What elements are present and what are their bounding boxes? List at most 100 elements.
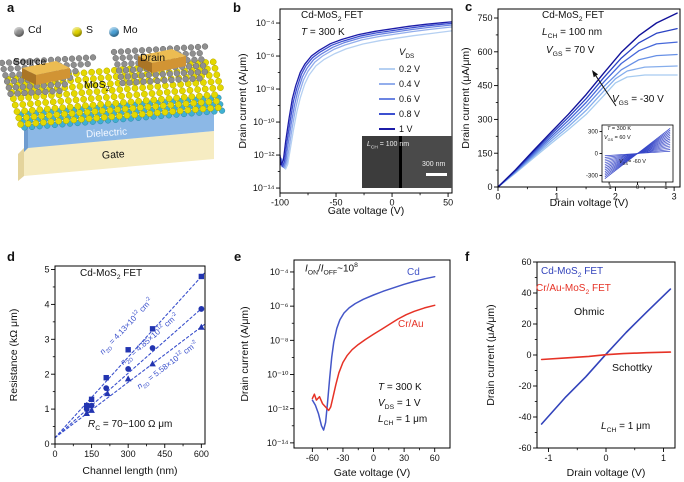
y-tick-label: 300: [588, 130, 599, 136]
y-tick-label: 40: [521, 288, 531, 298]
legend-line-swatch: [379, 67, 395, 70]
vds-legend-item: 0.6 V: [379, 91, 420, 106]
plot-frame: [497, 8, 681, 188]
vds-legend: VDS 0.2 V 0.4 V 0.6 V 0.8 V 1 V: [379, 47, 421, 136]
y-tick-label: -300: [586, 173, 599, 179]
legend-item-label: 0.6 V: [399, 93, 421, 104]
schottky-label: Schottky: [612, 362, 653, 374]
panel-d-label: d: [7, 249, 15, 264]
vds-legend-header: VDS: [399, 47, 415, 60]
y-tick-label: 20: [521, 319, 531, 329]
marker-circle: [125, 366, 132, 372]
panel-e-lch: LCH = 1 μm: [378, 414, 428, 427]
y-tick-label: 10⁻¹²: [254, 150, 275, 160]
y-tick-label: 10⁻¹⁰: [253, 117, 275, 127]
series--10 V: [497, 65, 678, 188]
y-tick-label: 0: [487, 182, 492, 192]
plot-frame: [54, 265, 206, 445]
y-tick-label: 750: [477, 13, 492, 23]
marker-triangle: [124, 375, 132, 382]
marker-circle: [103, 385, 110, 392]
x-tick-label: 60: [430, 453, 440, 463]
sem-scale-label: 300 nm: [422, 161, 446, 168]
y-tick-label: 1: [44, 404, 49, 414]
series-70 V: [497, 12, 678, 188]
panel-c-vgs-low: VGS = -30 V: [612, 94, 664, 107]
dielectric-slab: [28, 109, 214, 148]
x-tick-label: 150: [84, 449, 99, 459]
x-tick-label: -60: [306, 453, 319, 463]
sem-channel-line: [399, 136, 402, 188]
series-fit n2D=5.58e12: [54, 324, 205, 439]
vds-legend-item: 0.4 V: [379, 76, 420, 91]
y-tick-label: 10⁻⁸: [256, 84, 275, 94]
fan-line: [604, 150, 671, 157]
panel-f-legend-crau: Cr/Au-MoS2 FET: [536, 283, 611, 296]
series-fit n2D=4.13e12: [54, 272, 205, 439]
y-axis-title: Drain current (A/μm): [237, 53, 249, 148]
x-axis-title: Gate voltage (V): [328, 205, 404, 217]
panel-c-label: c: [465, 0, 473, 14]
sem-scale-bar: [426, 173, 447, 176]
legend-item-label: 0.4 V: [399, 78, 421, 89]
y-tick-label: 3: [44, 334, 49, 344]
legend-item-label: 0.8 V: [399, 108, 421, 119]
y-tick-label: -40: [518, 412, 531, 422]
s-atom-legend-label: S: [86, 24, 94, 36]
y-tick-label: 10⁻⁶: [256, 51, 275, 61]
panel-d-title: Cd-MoS2 FET: [80, 268, 143, 281]
x-tick-label: 0: [390, 198, 395, 208]
panel-f-lch: LCH = 1 μm: [601, 421, 651, 434]
marker-square: [149, 326, 156, 332]
panel-e-temperature: T = 300 K: [378, 382, 422, 393]
marker-triangle: [88, 406, 95, 413]
x-tick-label: -50: [330, 198, 343, 208]
device-schematic: [0, 43, 226, 181]
panel-f-label: f: [465, 249, 470, 264]
contact-resistance-label: RC = 70~100 Ω μm: [88, 419, 173, 432]
cd-curve-label: Cd: [407, 267, 420, 278]
marker-circle: [83, 406, 90, 412]
gate-label: Gate: [101, 148, 126, 162]
x-tick-label: 0: [495, 192, 500, 202]
gate-sweep-arrow: [595, 75, 617, 107]
mo-atom-legend-icon: [109, 27, 119, 37]
cd-atom-legend-label: Cd: [28, 24, 42, 36]
y-tick-label: 10⁻⁶: [270, 301, 289, 311]
series-50 V: [497, 27, 678, 188]
x-tick-label: 1: [554, 192, 559, 202]
x-tick-label: 0: [52, 449, 57, 459]
sem-right-region: [402, 136, 452, 188]
legend-line-swatch: [379, 112, 395, 115]
cd-atom-legend-icon: [14, 27, 24, 37]
x-tick-label: 1: [664, 185, 668, 191]
x-tick-label: 1: [661, 453, 666, 463]
series-10 V: [497, 53, 678, 188]
x-tick-label: 600: [194, 449, 209, 459]
marker-circle: [88, 402, 95, 409]
series-1 V: [279, 21, 453, 166]
plot-frame: [293, 259, 451, 449]
series-0.6 V: [280, 24, 453, 169]
vds-legend-item: 0.2 V: [379, 61, 420, 76]
y-tick-label: 60: [521, 257, 531, 267]
panel-b-temperature: T = 300 K: [301, 27, 345, 38]
x-tick-label: 0: [603, 453, 608, 463]
legend-item-label: 0.2 V: [399, 63, 421, 74]
x-tick-label: -30: [336, 453, 349, 463]
panel-b-label: b: [233, 0, 241, 15]
series-Cr/Au: [311, 304, 436, 412]
series-0.2 V: [282, 30, 453, 170]
gate-slab: [24, 131, 214, 176]
on-off-ratio-label: ION/IOFF~108: [305, 262, 358, 277]
panel-c-lch: LCH = 100 nm: [542, 27, 603, 40]
y-tick-label: 0: [44, 439, 49, 449]
x-axis-title: Drain voltage (V): [567, 467, 646, 479]
series-0.4 V: [281, 26, 453, 169]
legend-line-swatch: [379, 82, 395, 85]
series-Cr/Au-MoS2 FET (Schottky): [540, 351, 672, 361]
x-tick-label: 450: [157, 449, 172, 459]
x-tick-label: 2: [613, 192, 618, 202]
drain-electrode: [138, 49, 186, 73]
